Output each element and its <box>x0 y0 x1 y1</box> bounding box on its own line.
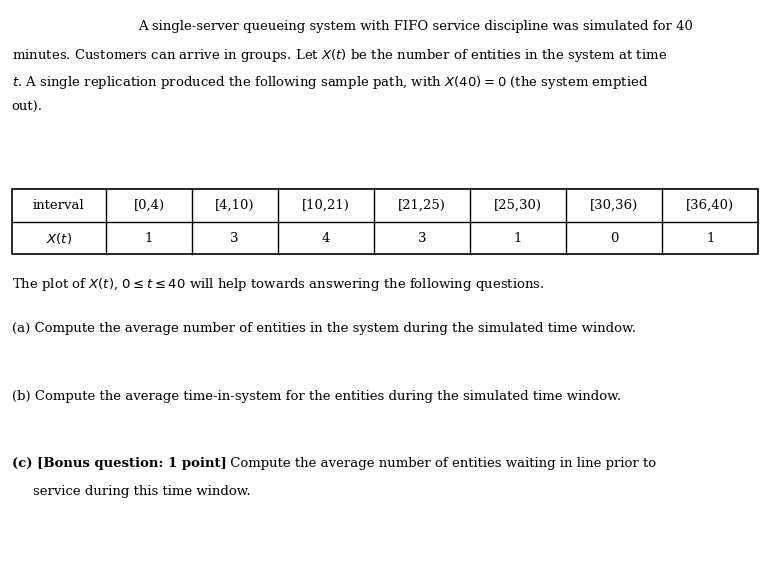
Text: 3: 3 <box>230 232 239 245</box>
Text: [4,10): [4,10) <box>215 199 255 212</box>
Text: out).: out). <box>12 101 42 114</box>
Text: 3: 3 <box>417 232 426 245</box>
Text: The plot of $X(t)$, $0 \leq t \leq 40$ will help towards answering the following: The plot of $X(t)$, $0 \leq t \leq 40$ w… <box>12 276 544 293</box>
Text: (a) Compute the average number of entities in the system during the simulated ti: (a) Compute the average number of entiti… <box>12 322 635 335</box>
Bar <box>12 189 758 254</box>
Text: Compute the average number of entities waiting in line prior to: Compute the average number of entities w… <box>226 458 656 471</box>
Text: A single-server queueing system with FIFO service discipline was simulated for 4: A single-server queueing system with FIF… <box>139 20 693 33</box>
Text: (b) Compute the average time-in-system for the entities during the simulated tim: (b) Compute the average time-in-system f… <box>12 390 621 403</box>
Text: 1: 1 <box>706 232 715 245</box>
Text: [30,36): [30,36) <box>590 199 638 212</box>
Text: 1: 1 <box>145 232 153 245</box>
Text: [36,40): [36,40) <box>686 199 735 212</box>
Text: 4: 4 <box>322 232 330 245</box>
Text: service during this time window.: service during this time window. <box>33 485 251 498</box>
Text: minutes. Customers can arrive in groups. Let $X(t)$ be the number of entities in: minutes. Customers can arrive in groups.… <box>12 47 667 64</box>
Text: $t$. A single replication produced the following sample path, with $X(40) = 0$ (: $t$. A single replication produced the f… <box>12 74 648 91</box>
Text: [0,4): [0,4) <box>133 199 165 212</box>
Text: interval: interval <box>33 199 85 212</box>
Text: [21,25): [21,25) <box>398 199 446 212</box>
Text: $X(t)$: $X(t)$ <box>46 231 72 246</box>
Text: (c) [Bonus question: 1 point]: (c) [Bonus question: 1 point] <box>12 458 226 471</box>
Text: 1: 1 <box>514 232 522 245</box>
Text: [10,21): [10,21) <box>302 199 350 212</box>
Text: 0: 0 <box>610 232 618 245</box>
Text: [25,30): [25,30) <box>494 199 542 212</box>
